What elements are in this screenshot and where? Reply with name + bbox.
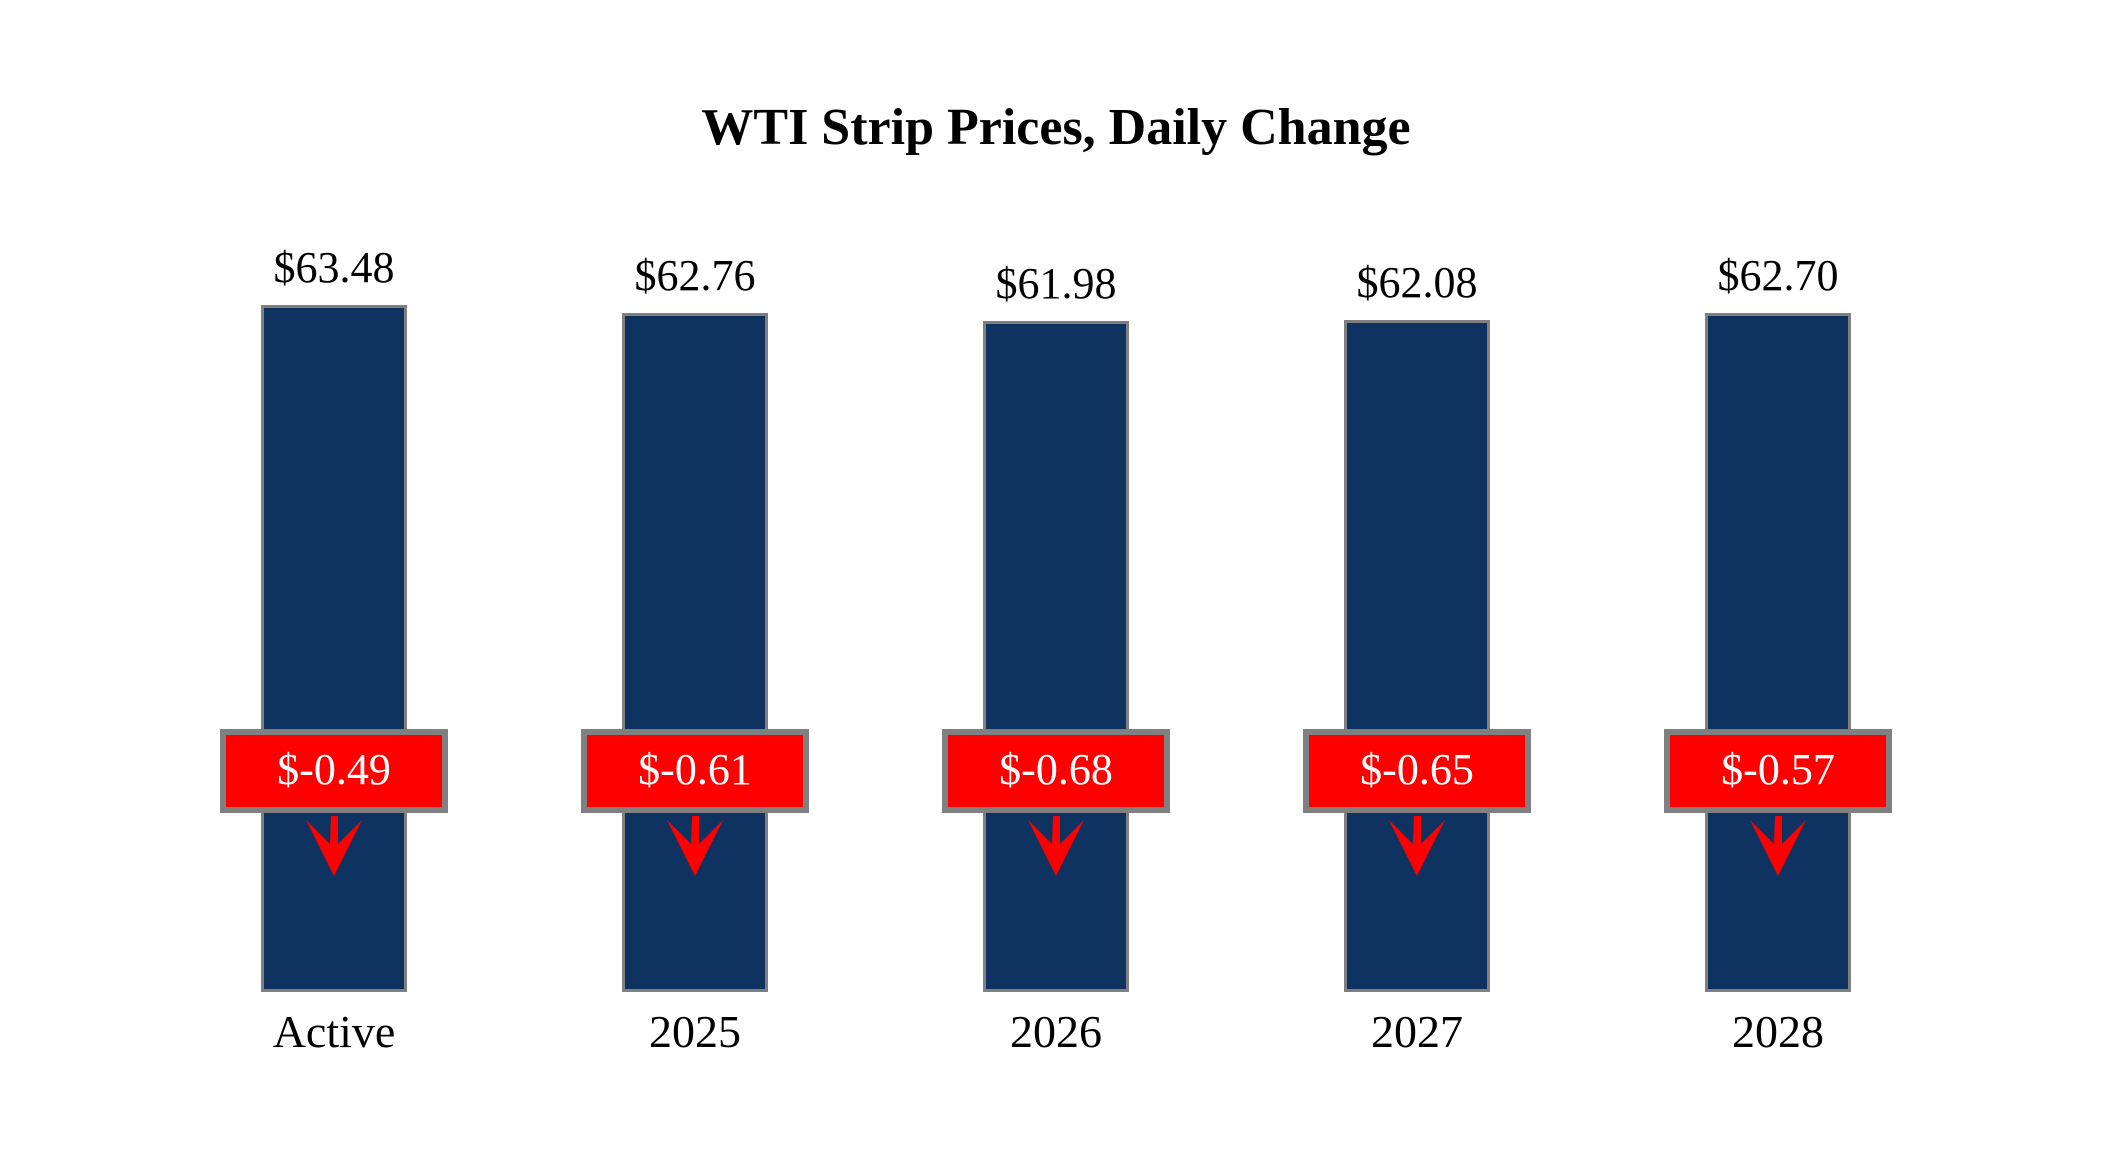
price-label: $63.48 xyxy=(273,243,395,292)
bars-area: $63.48 $-0.49 Active $62.76 $-0.61 2025 … xyxy=(219,0,1893,1057)
bar-group-active: $63.48 $-0.49 Active xyxy=(219,0,449,1057)
chart-title: WTI Strip Prices, Daily Change xyxy=(701,99,1411,156)
category-label: 2027 xyxy=(1371,1006,1463,1057)
category-label: 2028 xyxy=(1732,1006,1824,1057)
price-label: $62.76 xyxy=(634,251,756,300)
daily-change-badge: $-0.57 xyxy=(1664,729,1892,813)
price-label: $61.98 xyxy=(995,259,1117,308)
daily-change-badge: $-0.61 xyxy=(581,729,809,813)
bar-group-2027: $62.08 $-0.65 2027 xyxy=(1302,0,1532,1057)
daily-change-badge: $-0.68 xyxy=(942,729,1170,813)
price-bar xyxy=(261,305,407,992)
price-bar xyxy=(622,313,768,992)
price-bar xyxy=(1705,313,1851,992)
category-label: 2026 xyxy=(1010,1006,1102,1057)
down-arrow-icon xyxy=(306,816,362,876)
down-arrow-icon xyxy=(1028,816,1084,876)
price-bar xyxy=(1344,320,1490,992)
bar-group-2028: $62.70 $-0.57 2028 xyxy=(1663,0,1893,1057)
price-label: $62.08 xyxy=(1356,258,1478,307)
price-label: $62.70 xyxy=(1717,251,1839,300)
daily-change-badge: $-0.49 xyxy=(220,729,448,813)
bar-group-2026: $61.98 $-0.68 2026 xyxy=(941,0,1171,1057)
down-arrow-icon xyxy=(1389,816,1445,876)
category-label: Active xyxy=(272,1006,396,1057)
daily-change-badge: $-0.65 xyxy=(1303,729,1531,813)
bar-group-2025: $62.76 $-0.61 2025 xyxy=(580,0,810,1057)
down-arrow-icon xyxy=(1750,816,1806,876)
down-arrow-icon xyxy=(667,816,723,876)
category-label: 2025 xyxy=(649,1006,741,1057)
price-bar xyxy=(983,321,1129,992)
